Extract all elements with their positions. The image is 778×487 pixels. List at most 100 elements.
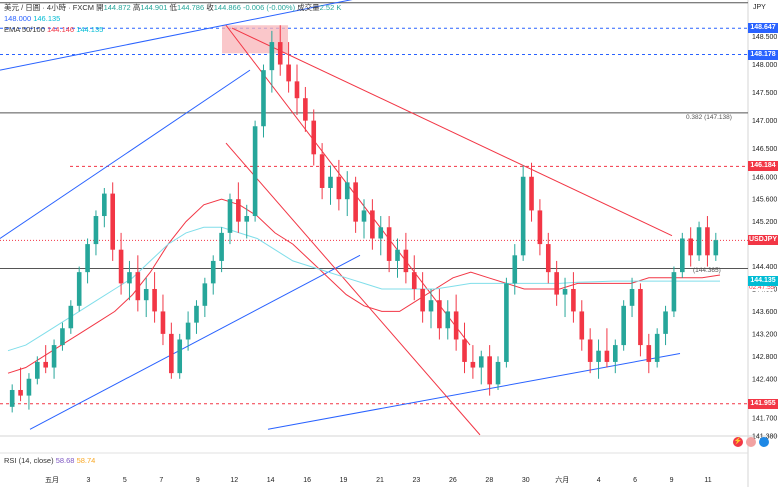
candle: [294, 64, 300, 116]
candle-body: [688, 238, 693, 256]
trendlines: [0, 0, 681, 436]
candle-body: [520, 176, 526, 256]
time-tick-label: 7: [159, 477, 163, 484]
candle: [395, 238, 400, 278]
candle-body: [9, 389, 15, 407]
candle-body: [638, 288, 643, 346]
ohlc-low-label: 低: [169, 3, 178, 12]
down-channel-lower: [225, 142, 481, 436]
candle-body: [411, 272, 417, 289]
candle: [252, 120, 258, 222]
candle: [545, 232, 551, 284]
symbol-header[interactable]: 美元 / 日圓 · 4小時 · FXCM 開144.872 高144.901 低…: [4, 2, 341, 13]
candle-body: [135, 272, 141, 301]
candle-body: [227, 199, 233, 233]
rsi-legend[interactable]: RSI (14, close) 58.68 58.74: [4, 456, 95, 465]
time-tick-label: 3: [86, 477, 90, 484]
candle: [26, 373, 32, 410]
time-tick-label: 19: [340, 477, 348, 484]
candle-body: [85, 244, 90, 273]
candle-body: [319, 154, 325, 188]
price-tag: 148.178: [748, 49, 778, 60]
candle-body: [395, 249, 400, 261]
candle: [185, 311, 191, 351]
candle: [487, 345, 492, 396]
candle-body: [202, 283, 208, 306]
candle: [671, 266, 677, 318]
time-tick-label: 28: [485, 477, 493, 484]
price-tick-label: 141.700: [752, 416, 777, 423]
ema-legend[interactable]: EMA 50/100 144.146 144.135: [4, 25, 103, 34]
candle-body: [545, 244, 551, 273]
candle: [344, 171, 350, 217]
candle: [680, 232, 685, 278]
price-tick-label: 147.000: [752, 118, 777, 125]
ohlc-change: -0.006 (-0.00%): [242, 3, 296, 12]
lightning-icon[interactable]: ⚡: [733, 437, 743, 447]
candle-body: [336, 176, 342, 200]
candle: [244, 204, 250, 239]
ohlc-close-label: 收: [206, 3, 214, 12]
candle: [202, 277, 208, 318]
candle-body: [604, 350, 610, 362]
price-axis[interactable]: 149.200 148.500 148.000 147.500 147.000 146.5…: [752, 0, 777, 441]
indicator-1-legend[interactable]: 148.000 146.135: [4, 14, 60, 23]
candle: [35, 356, 40, 385]
time-tick-label: 26: [449, 477, 457, 484]
flag-jp-icon[interactable]: [759, 437, 769, 447]
candle: [470, 345, 476, 379]
candle: [319, 143, 325, 200]
channel-middle-line: [0, 69, 251, 239]
candle-body: [118, 249, 124, 284]
candle-body: [437, 300, 442, 329]
candle: [210, 255, 216, 295]
flag-us-icon[interactable]: [746, 437, 756, 447]
candle-body: [403, 249, 409, 273]
price-tick-label: 146.500: [752, 146, 777, 153]
candle: [353, 176, 358, 233]
candle: [43, 345, 48, 374]
currency-label: JPY: [753, 4, 766, 11]
candle: [437, 288, 442, 340]
rsi-label: RSI (14, close): [4, 456, 54, 465]
time-tick-label: 五月: [45, 476, 59, 484]
candle: [654, 328, 660, 368]
ema-label: EMA 50/100: [4, 25, 45, 34]
ohlc-high-label: 高: [132, 3, 141, 12]
candle: [445, 300, 451, 340]
candle: [51, 339, 57, 379]
candle: [152, 272, 157, 323]
candle: [411, 255, 417, 301]
candle: [571, 272, 576, 323]
candle-body: [244, 216, 250, 222]
ohlc-open-label: 開: [96, 3, 104, 12]
price-tick-label: 145.200: [752, 219, 777, 226]
candle: [311, 109, 317, 166]
candle-body: [453, 311, 459, 340]
candle: [386, 216, 392, 273]
volume-value: 2.52 K: [319, 3, 342, 12]
candle-body: [378, 227, 384, 239]
time-axis[interactable]: 五月 3 5 7 9 12 14 16 19 21 23 26 28 30 六月 4 6 9 11: [45, 475, 712, 484]
time-tick-label: 六月: [555, 475, 569, 484]
candle: [596, 339, 601, 379]
candle-body: [344, 182, 350, 200]
candle-body: [152, 288, 157, 312]
candle-body: [587, 339, 593, 362]
candle-body: [185, 322, 191, 340]
candle-body: [680, 238, 685, 273]
candle: [102, 187, 107, 228]
candle: [428, 288, 434, 329]
price-tag: 146.184: [748, 161, 778, 172]
price-tick-label: 148.000: [752, 62, 777, 69]
ohlc-close: 144.866: [213, 3, 241, 12]
candle-body: [143, 288, 149, 301]
ohlc-low: 144.786: [177, 3, 205, 12]
price-tick-label: 143.600: [752, 309, 777, 316]
candle-body: [252, 126, 258, 217]
channel-lower-line: [29, 254, 361, 430]
support-trendline: [267, 353, 681, 430]
candle: [261, 64, 266, 138]
candle-body: [462, 339, 467, 362]
